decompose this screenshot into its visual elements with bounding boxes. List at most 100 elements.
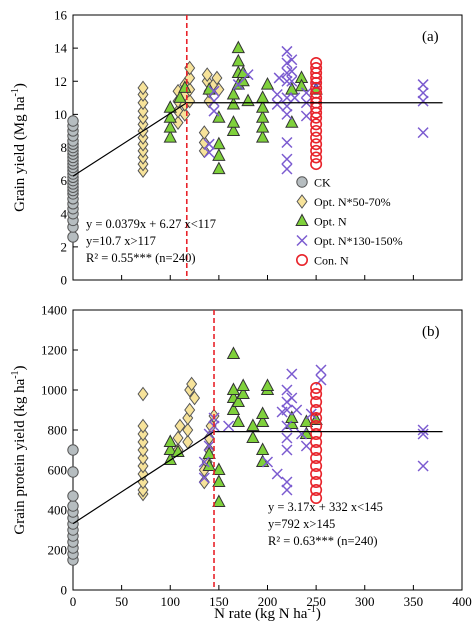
data-point [198,474,210,490]
data-point [281,404,293,416]
series-4 [310,381,323,504]
data-point [271,98,283,110]
data-point [255,110,270,123]
data-point [67,466,79,478]
data-point [281,384,293,396]
legend: CK Opt. N*50-70% Opt. N Opt. N*130-150% Con.… [295,176,403,268]
y-axis-title: Grain yield (Mg ha-1) [10,83,28,212]
data-point [212,161,226,175]
data-point [172,430,184,446]
data-point [186,376,198,392]
data-point [281,163,293,175]
y-tick-label: 10 [54,107,67,122]
data-point [202,458,216,472]
data-point [310,491,323,504]
series-2 [163,40,323,175]
data-point [281,153,293,165]
data-point [310,151,323,164]
data-point [310,395,323,408]
data-point [189,390,201,406]
data-point [286,392,298,404]
legend-marker [295,254,308,267]
fit-line [72,431,443,525]
data-point [231,40,246,54]
data-point [286,368,298,380]
y-axis-title: Grain protein yield (kg ha-1) [10,365,28,534]
data-point [310,131,323,144]
data-point [310,381,323,394]
data-point [289,92,301,104]
data-point [178,80,192,93]
data-point [226,115,241,128]
x-axis-title-sup: -1 [307,604,315,615]
x-tick-label: 100 [161,594,181,609]
data-point [310,158,323,171]
series-3 [198,364,429,496]
data-point [184,402,196,418]
data-point [310,57,323,70]
data-point [163,434,177,448]
x-tick-label: 50 [115,594,128,609]
data-point [198,125,210,140]
y-tick-label: 16 [54,8,68,23]
data-point [163,110,177,123]
data-point [203,146,215,158]
data-point [281,92,293,104]
data-point [286,75,298,87]
data-point [223,420,235,432]
data-point [310,435,323,448]
data-point [255,120,270,133]
legend-label: Con. N [314,254,349,268]
x-tick-label: 350 [404,594,424,609]
data-point [255,406,270,420]
y-axis-title-close: ) [12,365,28,370]
equation-line2: y=10.7 x>117 [86,234,156,248]
equation-line3: R² = 0.55*** (n=240) [86,251,196,265]
data-point [198,472,210,484]
legend-label: CK [314,176,331,190]
x-tick-label: 300 [355,594,375,609]
x-axis-title: N rate (kg N ha-1) [214,604,321,622]
legend-label: Opt. N*130-150% [314,234,403,248]
data-point [137,466,149,482]
x-tick-label: 0 [70,594,77,609]
data-point [310,124,323,137]
data-point [310,144,323,157]
data-point [255,100,270,113]
data-point [246,418,260,432]
data-point [67,231,79,243]
data-point [310,475,323,488]
data-point [137,442,149,458]
data-point [261,456,274,468]
data-point [417,79,429,91]
data-point [236,378,250,392]
data-point [417,95,429,107]
y-tick-label: 1400 [41,303,67,318]
equation-line1: y = 3.17x + 332 x<145 [268,500,383,514]
data-point [212,462,226,476]
data-point [291,404,303,416]
y-tick-label: 12 [54,74,67,89]
data-point [211,70,223,86]
data-point [163,129,177,143]
data-point [281,476,293,488]
data-point [236,386,250,400]
y-tick-label: 14 [54,41,68,56]
data-point [226,123,241,136]
data-point [281,57,293,69]
legend-label: Opt. N*50-70% [314,195,391,209]
x-tick-label: 250 [306,594,326,609]
data-point [137,450,149,466]
data-point [281,75,293,87]
equation-line1: y = 0.0379x + 6.27 x<117 [86,217,216,231]
data-point [310,483,323,496]
x-axis-title-close: ) [316,606,321,622]
data-point [281,108,293,120]
data-point [201,67,213,82]
data-point [310,118,323,131]
data-point [310,467,323,480]
data-point [310,411,323,424]
data-point [300,440,312,452]
